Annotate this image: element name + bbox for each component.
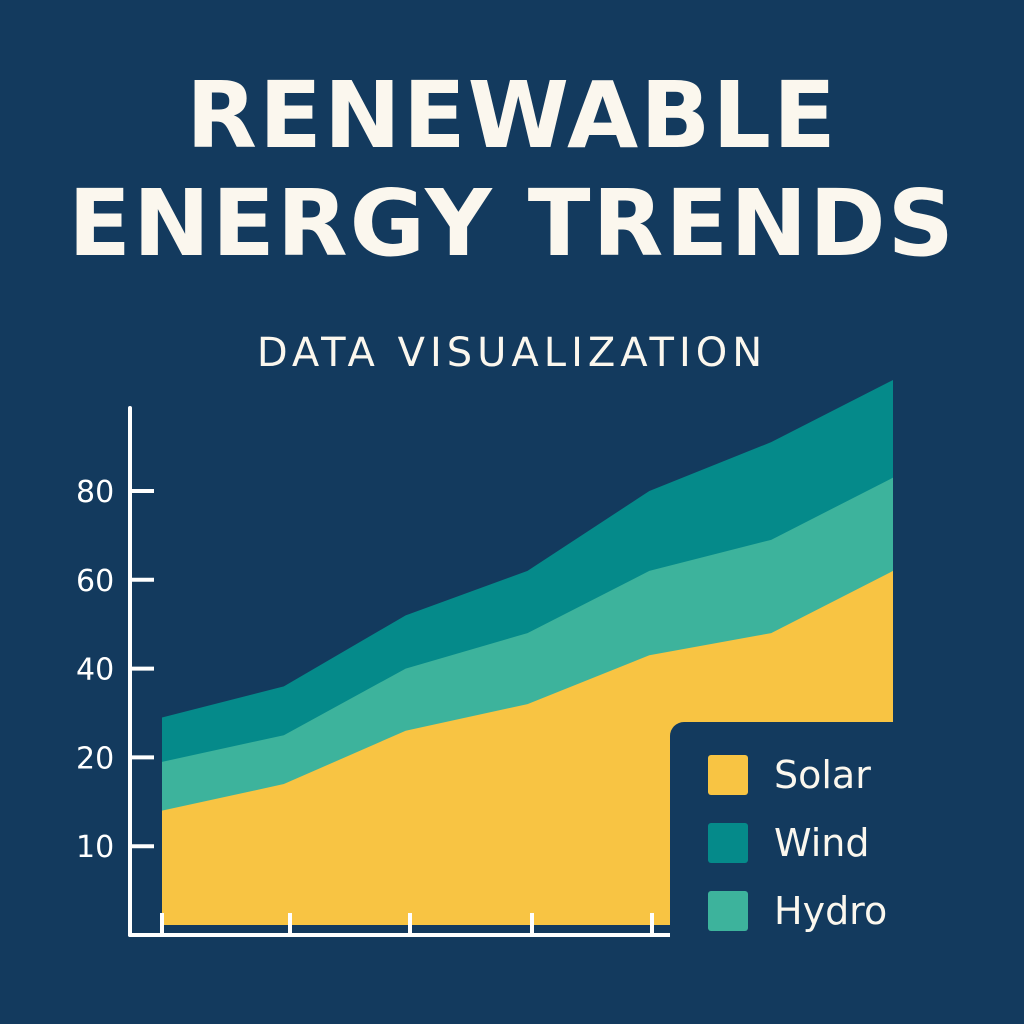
header: RENEWABLE ENERGY TRENDS DATA VISUALIZATI… [0,62,1024,376]
legend-label-solar: Solar [774,753,871,797]
y-tick-label: 40 [76,653,114,688]
page-title: RENEWABLE ENERGY TRENDS [68,62,956,277]
y-tick-label: 60 [76,564,114,599]
legend-label-hydro: Hydro [774,889,888,933]
y-tick-label: 80 [76,475,114,510]
legend-label-wind: Wind [774,821,870,865]
y-axis-ticks: 80 60 40 20 10 [76,475,154,865]
solar-swatch-icon [708,755,748,795]
legend-item-hydro: Hydro [708,888,887,934]
legend-item-solar: Solar [708,752,871,798]
hydro-swatch-icon [708,891,748,931]
y-tick-label: 20 [76,741,114,776]
legend-item-wind: Wind [708,820,870,866]
page-subtitle: DATA VISUALIZATION [256,330,768,376]
legend: Solar Wind Hydro [670,722,930,952]
y-tick-label: 10 [76,830,114,865]
wind-swatch-icon [708,823,748,863]
